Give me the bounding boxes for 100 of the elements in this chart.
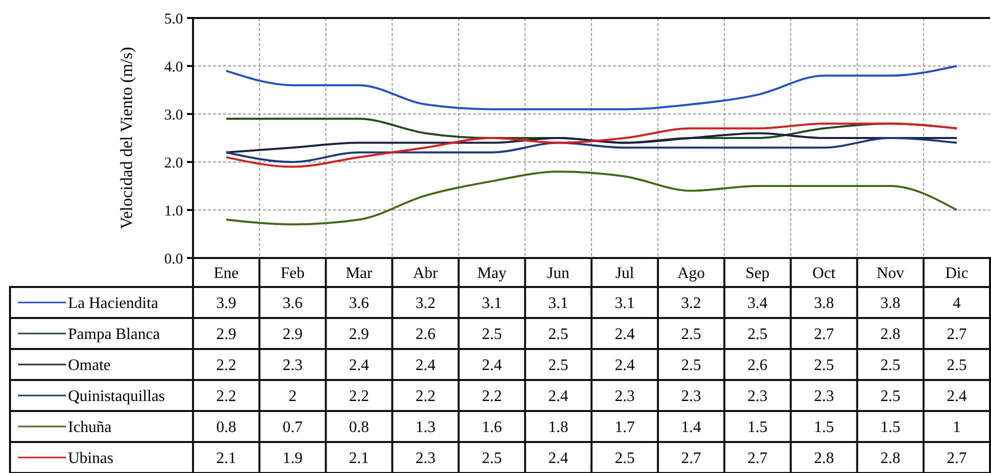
data-label: 2.9 [216,326,236,344]
data-label: 0.8 [216,419,236,436]
data-label: 2.4 [349,357,370,374]
line-series [225,132,958,154]
data-label: 1.3 [415,419,436,436]
x-tick-label: Mar [346,265,374,282]
data-label: 2.5 [681,357,702,374]
data-label: 2.5 [614,450,635,468]
x-tick-label: Ago [677,265,705,282]
data-label: 2.5 [880,357,900,374]
data-label: 1.5 [880,419,900,436]
x-tick-label: Jul [615,265,635,282]
data-label: 2.5 [548,357,568,374]
data-label: 0.7 [282,419,303,436]
data-label: 2.5 [880,388,900,406]
data-label: 2.4 [482,357,502,374]
data-label: 2.4 [415,357,436,374]
data-label: 1.5 [748,419,768,436]
data-label: 2.7 [946,450,967,468]
data-label: 1.6 [482,419,502,436]
line-series [225,65,958,110]
data-label: 2.1 [216,450,236,468]
data-label: 2.5 [946,357,967,374]
data-label: 2.5 [482,326,502,344]
data-label: 1.4 [681,419,702,436]
data-label: 3.1 [548,295,568,312]
data-label: 3.9 [216,295,236,312]
data-label: 2.2 [482,388,502,406]
data-label: 2.6 [748,357,768,374]
data-label: 2.7 [748,450,768,468]
line-series [225,170,958,226]
data-label: 2.6 [415,326,436,344]
x-tick-label: Ene [214,265,239,282]
data-label: 4 [952,295,961,312]
data-label: 2.4 [614,326,635,344]
y-tick-label: 3.0 [164,107,183,124]
x-tick-label: Jun [547,265,570,282]
data-label: 1 [952,419,961,436]
line-series [225,122,958,168]
x-tick-label: Dic [945,265,968,282]
data-label: 2.3 [415,450,436,468]
data-label: 2.7 [681,450,702,468]
data-label: 2.2 [349,388,370,406]
x-tick-label: May [477,265,507,282]
x-tick-label: Feb [280,265,305,282]
data-label: 2.2 [216,388,236,406]
data-label: 2.8 [880,450,900,468]
legend-label: Pampa Blanca [68,326,160,344]
data-label: 3.6 [349,295,370,312]
data-label: 2.5 [748,326,768,344]
y-axis-title: Velocidad del Viento (m/s) [117,46,136,230]
data-label: 2.4 [548,450,568,468]
data-label: 2.9 [282,326,303,344]
data-label: 2.9 [349,326,370,344]
data-label: 3.8 [880,295,900,312]
data-label: 2.8 [814,450,834,468]
data-label: 3.4 [748,295,768,312]
data-label: 3.2 [681,295,702,312]
data-label: 2.3 [814,388,834,406]
data-label: 1.9 [282,450,303,468]
y-tick-label: 1.0 [164,203,183,220]
y-tick-label: 2.0 [164,155,183,172]
data-label: 2.3 [748,388,768,406]
data-label: 2.4 [946,388,967,406]
data-label: 2.1 [349,450,370,468]
data-label: 2.7 [814,326,834,344]
data-label: 2.2 [415,388,436,406]
data-label: 3.6 [282,295,303,312]
data-label: 2.4 [614,357,635,374]
data-label: 2.3 [681,388,702,406]
y-tick-label: 5.0 [164,11,183,28]
data-label: 2 [288,388,297,406]
data-label: 2.4 [548,388,568,406]
legend-label: Omate [68,357,111,374]
x-tick-label: Nov [876,265,904,282]
x-tick-label: Sep [746,265,770,282]
data-label: 2.8 [880,326,900,344]
x-tick-label: Abr [413,265,439,282]
y-tick-label: 4.0 [164,59,183,76]
data-label: 3.2 [415,295,436,312]
legend-label: Ubinas [68,450,114,468]
legend-label: Ichuña [68,419,112,436]
data-label: 3.1 [482,295,502,312]
data-label: 2.5 [681,326,702,344]
data-label: 0.8 [349,419,370,436]
y-tick-label: 0.0 [164,251,183,268]
legend-label: Quinistaquillas [68,388,165,406]
data-label: 2.5 [482,450,502,468]
line-series [225,137,958,163]
data-label: 2.3 [614,388,635,406]
data-label: 1.5 [814,419,834,436]
data-label: 2.2 [216,357,236,374]
data-label: 3.8 [814,295,834,312]
data-label: 2.5 [814,357,834,374]
data-label: 1.8 [548,419,568,436]
data-label: 1.7 [614,419,635,436]
data-label: 2.7 [946,326,967,344]
data-label: 3.1 [614,295,635,312]
x-tick-label: Oct [812,265,836,282]
legend-label: La Haciendita [68,295,158,312]
